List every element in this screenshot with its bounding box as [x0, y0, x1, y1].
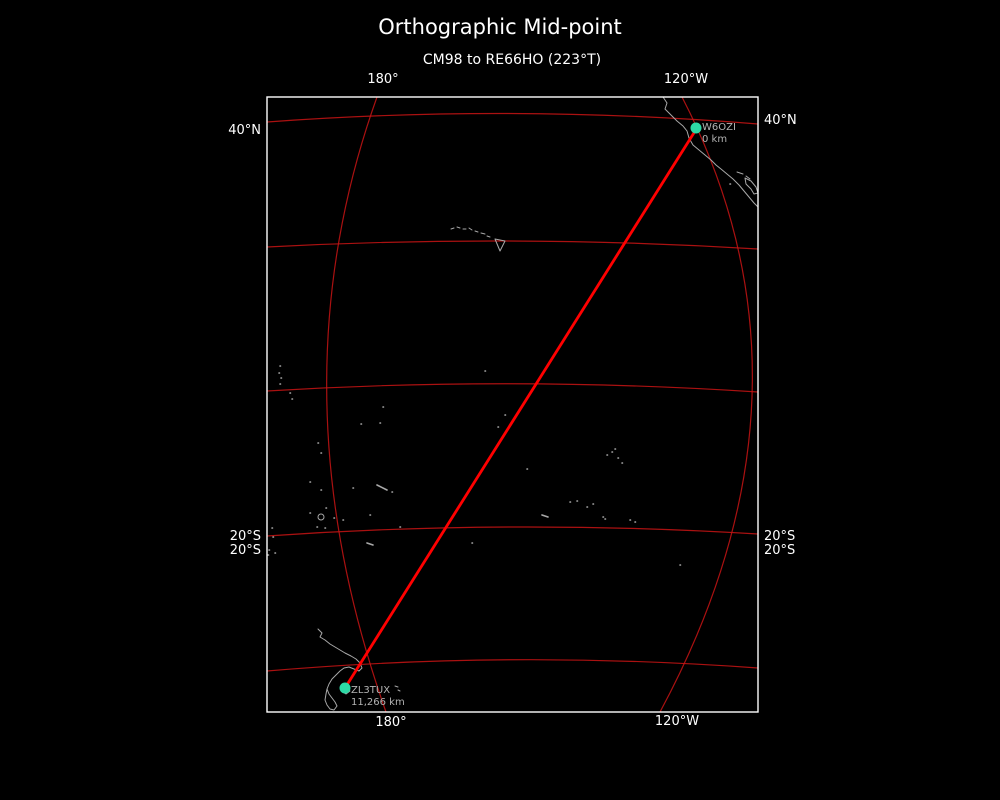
gridline-parallel-20s [267, 526, 758, 537]
axis-label-left-20s-b: 20°S [229, 543, 261, 558]
start-marker-w6ozi [690, 122, 702, 134]
island-specks [267, 183, 732, 566]
end-marker-annotation: ZL3TUX 11,266 km [351, 685, 405, 709]
axis-label-bottom-180: 180° [375, 715, 407, 730]
axis-label-top-120w: 120°W [663, 72, 709, 87]
axis-label-bottom-120w: 120°W [654, 714, 700, 729]
coastline-chatham-islands [394, 685, 401, 692]
gridline-meridian-180 [326, 97, 387, 712]
coastline-california [662, 97, 758, 208]
gridline-meridian-120w [659, 97, 753, 712]
axis-label-left-40n: 40°N [228, 123, 261, 138]
start-marker-callsign: W6OZI [702, 122, 736, 133]
gridline-parallel-20n [267, 240, 758, 250]
axis-label-left-20s-a: 20°S [229, 529, 261, 544]
axis-label-top-180: 180° [367, 72, 399, 87]
end-marker-callsign: ZL3TUX [351, 685, 391, 696]
coastlines [267, 97, 758, 711]
gridline-parallel-0 [267, 383, 758, 393]
coastline-channel-islands [736, 171, 751, 180]
gridline-parallel-40s [267, 659, 758, 672]
figure-title: Orthographic Mid-point [378, 15, 622, 39]
coastline-baja-island [744, 177, 758, 195]
great-circle-path [343, 126, 699, 690]
figure-subtitle: CM98 to RE66HO (223°T) [422, 52, 602, 68]
axis-label-right-20s-b: 20°S [764, 543, 796, 558]
axis-label-right-20s-a: 20°S [764, 529, 796, 544]
coastline-new-zealand [317, 628, 363, 711]
map-frame [266, 96, 759, 713]
coastline-fiji [317, 513, 325, 521]
start-marker-annotation: W6OZI 0 km [702, 122, 736, 146]
end-marker-distance: 11,266 km [351, 697, 405, 708]
coastline-hawaii-big-island [494, 238, 506, 252]
end-marker-zl3tux [339, 682, 351, 694]
gridline-parallel-40n [267, 112, 758, 125]
start-marker-distance: 0 km [702, 134, 728, 145]
coastline-hawaii-chain [450, 226, 491, 238]
graticule [267, 97, 758, 712]
axis-label-right-40n: 40°N [764, 113, 797, 128]
